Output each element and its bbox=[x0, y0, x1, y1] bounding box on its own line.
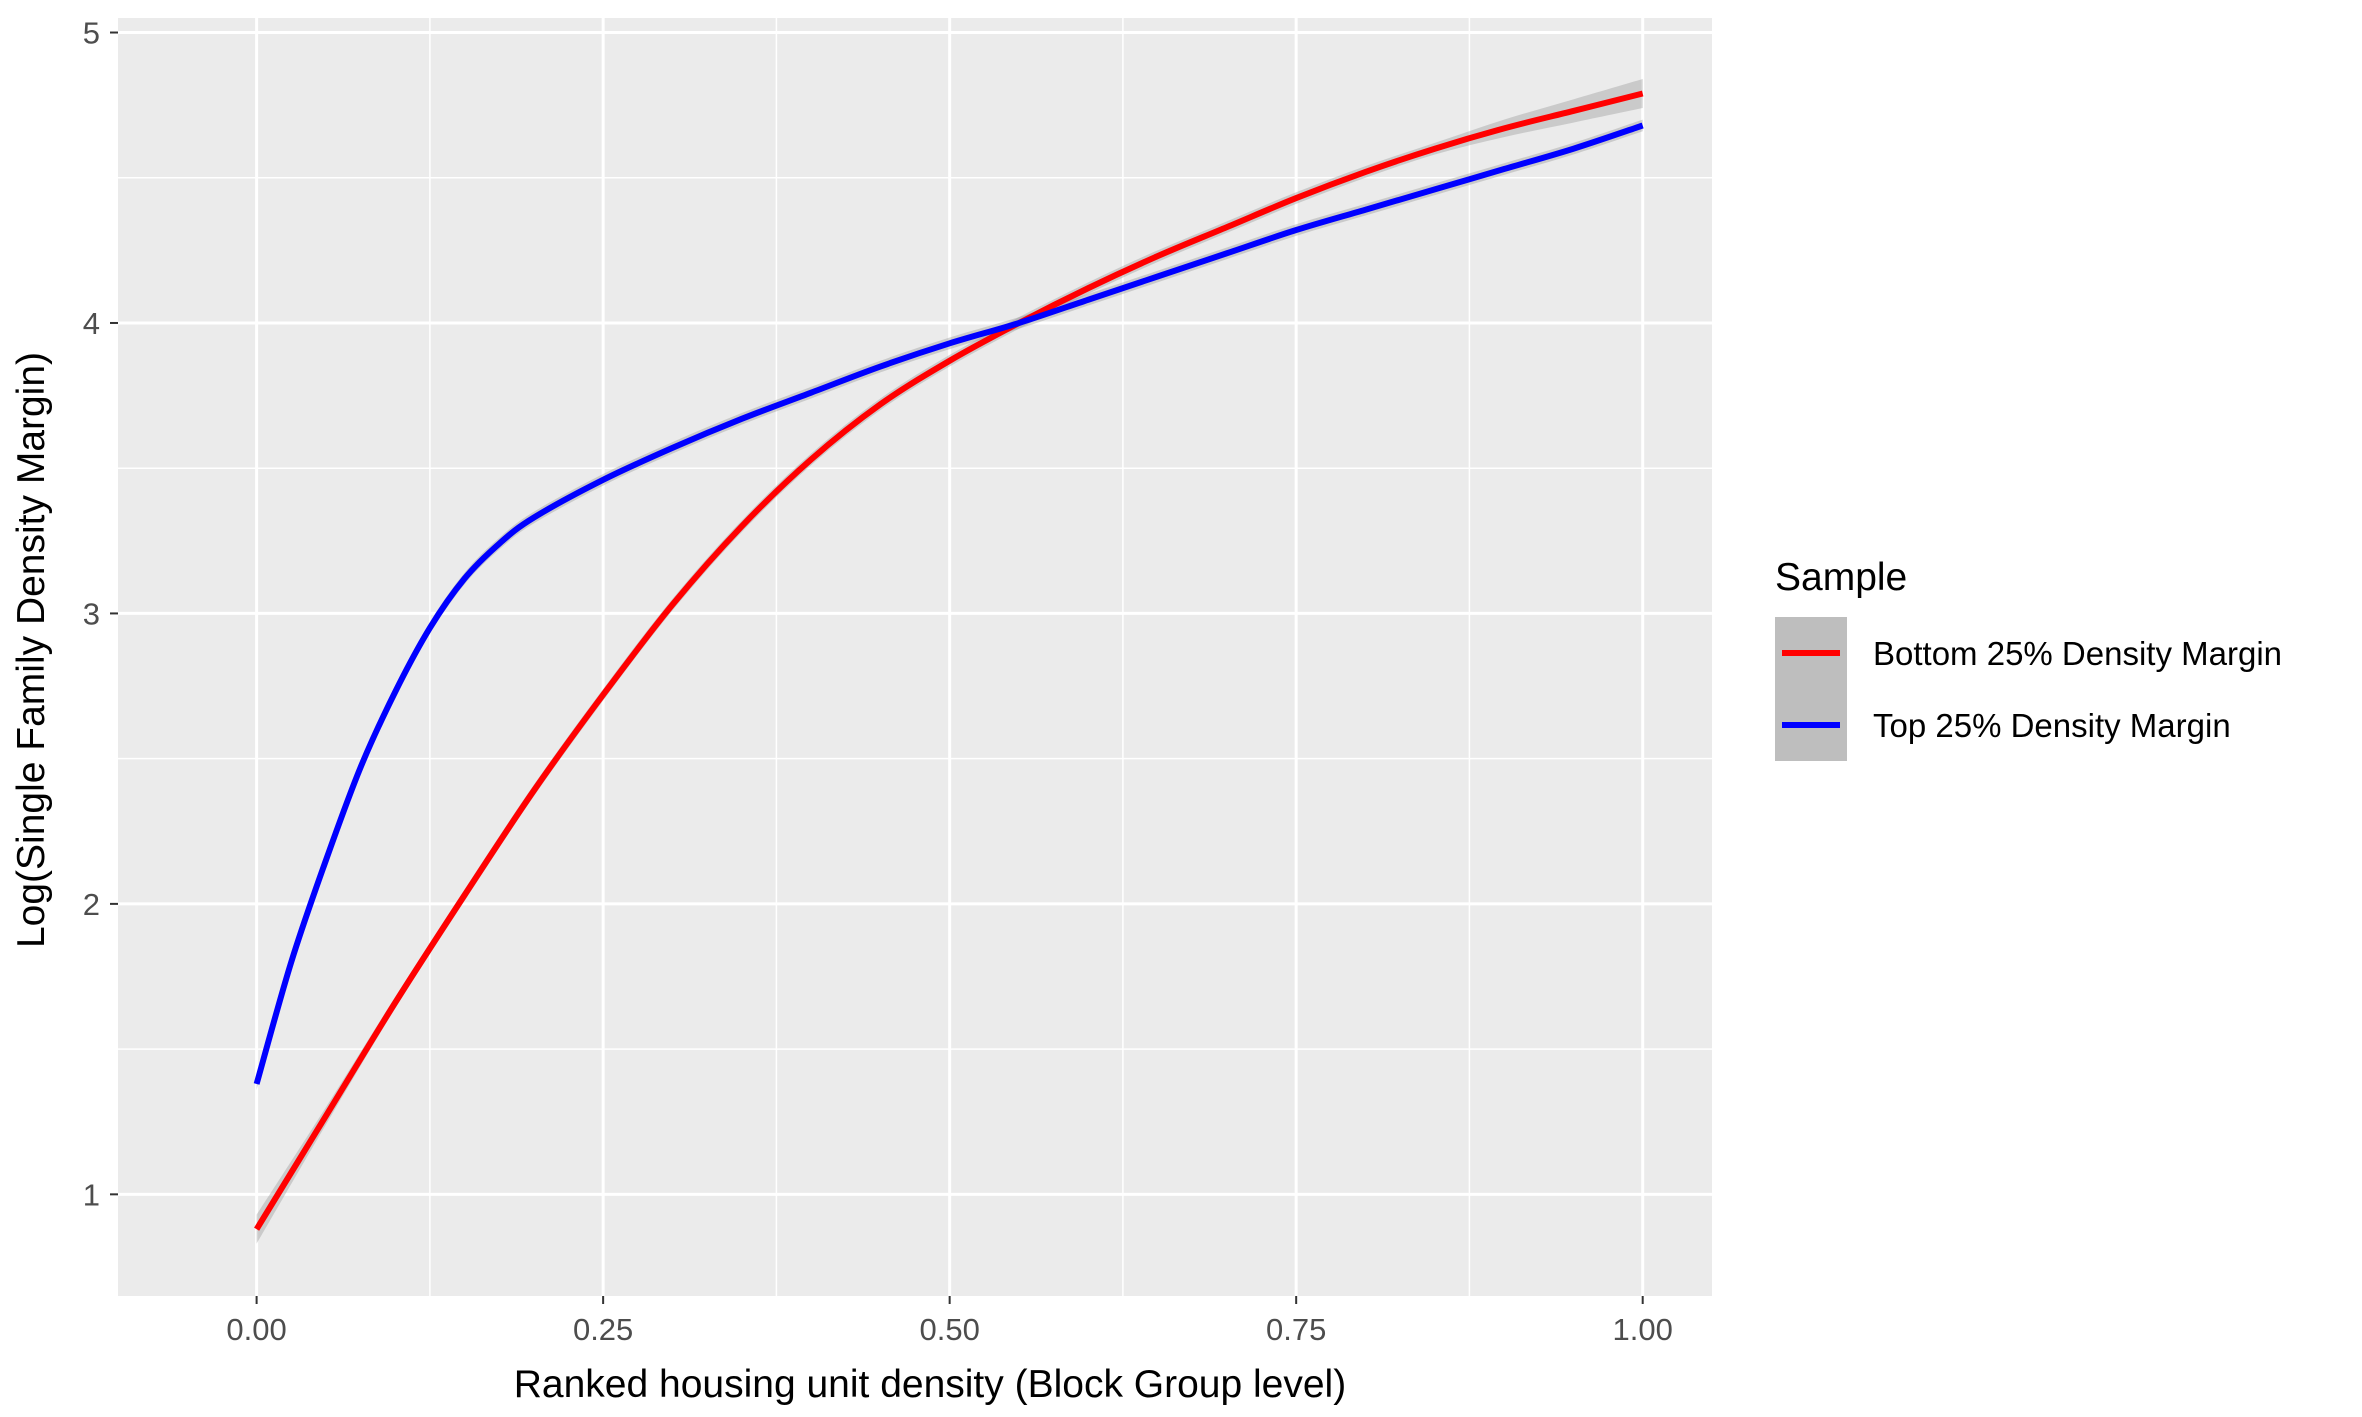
series-line-0 bbox=[254, 90, 1644, 1231]
y-tick-label-3: 4 bbox=[83, 306, 100, 341]
x-tick-label-0: 0.00 bbox=[226, 1312, 286, 1347]
plot-panel bbox=[118, 18, 1712, 1296]
y-tick-label-4: 5 bbox=[83, 16, 100, 51]
x-tick-label-3: 0.75 bbox=[1266, 1312, 1326, 1347]
x-axis: 0.00 0.25 0.50 0.75 1.00 bbox=[226, 1296, 1673, 1347]
legend: Sample Bottom 25% Density Margin Top 25% … bbox=[1775, 556, 2282, 761]
series-line-1 bbox=[253, 122, 1644, 1085]
y-tick-label-2: 3 bbox=[83, 596, 100, 631]
x-axis-title: Ranked housing unit density (Block Group… bbox=[514, 1363, 1346, 1406]
y-axis-title: Log(Single Family Density Margin) bbox=[10, 352, 53, 948]
minor-gridlines bbox=[118, 18, 1712, 1296]
y-tick-label-1: 2 bbox=[83, 887, 100, 922]
legend-label-1: Top 25% Density Margin bbox=[1873, 707, 2231, 744]
y-tick-label-0: 1 bbox=[83, 1177, 100, 1212]
x-tick-label-4: 1.00 bbox=[1613, 1312, 1673, 1347]
y-axis: 1 2 3 4 5 bbox=[83, 16, 118, 1212]
legend-title: Sample bbox=[1775, 556, 1907, 599]
x-tick-label-1: 0.25 bbox=[573, 1312, 633, 1347]
x-tick-label-2: 0.50 bbox=[919, 1312, 979, 1347]
series-lines bbox=[253, 90, 1644, 1231]
legend-label-0: Bottom 25% Density Margin bbox=[1873, 635, 2282, 672]
